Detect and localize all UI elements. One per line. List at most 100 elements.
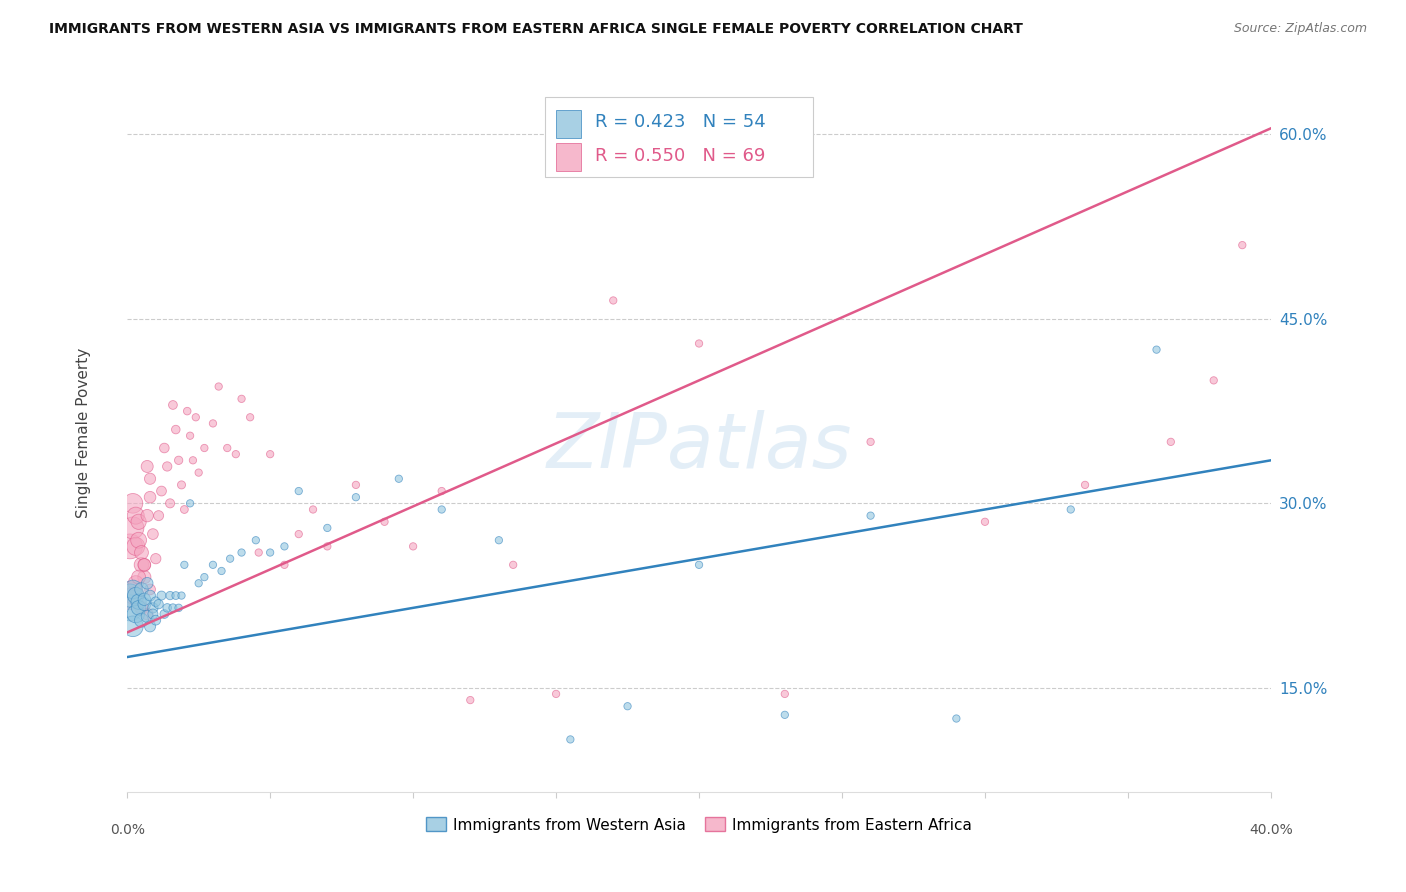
Point: [458, 693, 481, 707]
Point: [125, 540, 148, 554]
Point: [148, 508, 170, 523]
Point: [602, 293, 624, 308]
Point: [125, 508, 148, 523]
Point: [131, 545, 153, 559]
Point: [118, 589, 141, 603]
Point: [139, 619, 162, 633]
Text: ZIPatlas: ZIPatlas: [547, 410, 852, 484]
Point: [201, 417, 224, 431]
Point: [145, 613, 167, 627]
FancyBboxPatch shape: [544, 96, 814, 178]
Point: [156, 600, 179, 615]
Point: [1232, 238, 1254, 252]
Point: [273, 558, 295, 572]
Point: [139, 472, 162, 486]
Point: [1202, 373, 1225, 387]
Point: [118, 540, 141, 554]
Point: [128, 515, 150, 529]
Point: [165, 423, 187, 437]
Point: [193, 570, 215, 584]
Point: [122, 582, 145, 597]
Point: [142, 607, 165, 621]
Point: [1160, 434, 1182, 449]
Point: [173, 502, 195, 516]
Text: 0.0%: 0.0%: [110, 822, 145, 837]
Point: [1074, 478, 1097, 492]
Point: [170, 589, 193, 603]
Point: [225, 447, 247, 461]
Point: [373, 515, 395, 529]
Point: [344, 490, 367, 504]
Point: [128, 570, 150, 584]
Text: 40.0%: 40.0%: [1249, 822, 1292, 837]
Point: [153, 441, 176, 455]
Point: [187, 466, 209, 480]
Point: [145, 595, 167, 609]
Point: [344, 478, 367, 492]
Point: [402, 540, 425, 554]
Point: [170, 478, 193, 492]
Point: [139, 582, 162, 597]
Point: [136, 607, 159, 621]
Point: [134, 597, 156, 611]
Point: [502, 558, 524, 572]
Point: [122, 521, 145, 535]
Point: [259, 447, 281, 461]
Point: [388, 472, 411, 486]
Point: [125, 576, 148, 591]
Point: [316, 521, 339, 535]
Point: [173, 558, 195, 572]
Text: R = 0.550   N = 69: R = 0.550 N = 69: [595, 146, 765, 164]
Point: [859, 508, 882, 523]
Point: [139, 490, 162, 504]
Point: [688, 558, 710, 572]
Point: [219, 551, 242, 566]
Point: [302, 502, 325, 516]
Point: [179, 428, 201, 442]
Point: [208, 379, 231, 393]
Point: [139, 589, 162, 603]
Point: [128, 533, 150, 548]
Text: Single Female Poverty: Single Female Poverty: [76, 348, 91, 517]
Point: [150, 484, 173, 499]
Point: [430, 484, 453, 499]
Point: [773, 707, 796, 722]
Point: [287, 527, 309, 541]
Point: [125, 589, 148, 603]
Point: [211, 564, 233, 578]
Point: [616, 699, 638, 714]
Point: [159, 589, 181, 603]
Point: [118, 589, 141, 603]
Point: [136, 609, 159, 624]
Point: [184, 410, 207, 425]
Text: R = 0.423   N = 54: R = 0.423 N = 54: [595, 113, 766, 131]
Text: IMMIGRANTS FROM WESTERN ASIA VS IMMIGRANTS FROM EASTERN AFRICA SINGLE FEMALE POV: IMMIGRANTS FROM WESTERN ASIA VS IMMIGRAN…: [49, 22, 1024, 37]
Point: [136, 508, 159, 523]
Point: [122, 589, 145, 603]
Point: [136, 576, 159, 591]
Text: Source: ZipAtlas.com: Source: ZipAtlas.com: [1233, 22, 1367, 36]
Point: [131, 613, 153, 627]
Point: [239, 410, 262, 425]
Point: [134, 592, 156, 607]
Point: [167, 453, 190, 467]
Point: [259, 545, 281, 559]
Point: [247, 545, 270, 559]
Point: [231, 392, 253, 406]
Point: [187, 576, 209, 591]
Point: [179, 496, 201, 510]
Point: [193, 441, 215, 455]
Point: [273, 540, 295, 554]
FancyBboxPatch shape: [555, 144, 581, 170]
Point: [181, 453, 204, 467]
Point: [1060, 502, 1083, 516]
Point: [165, 589, 187, 603]
Point: [859, 434, 882, 449]
Point: [125, 607, 148, 621]
Point: [148, 597, 170, 611]
Point: [131, 600, 153, 615]
Point: [430, 502, 453, 516]
Legend: Immigrants from Western Asia, Immigrants from Eastern Africa: Immigrants from Western Asia, Immigrants…: [420, 812, 979, 838]
Point: [231, 545, 253, 559]
Point: [122, 496, 145, 510]
